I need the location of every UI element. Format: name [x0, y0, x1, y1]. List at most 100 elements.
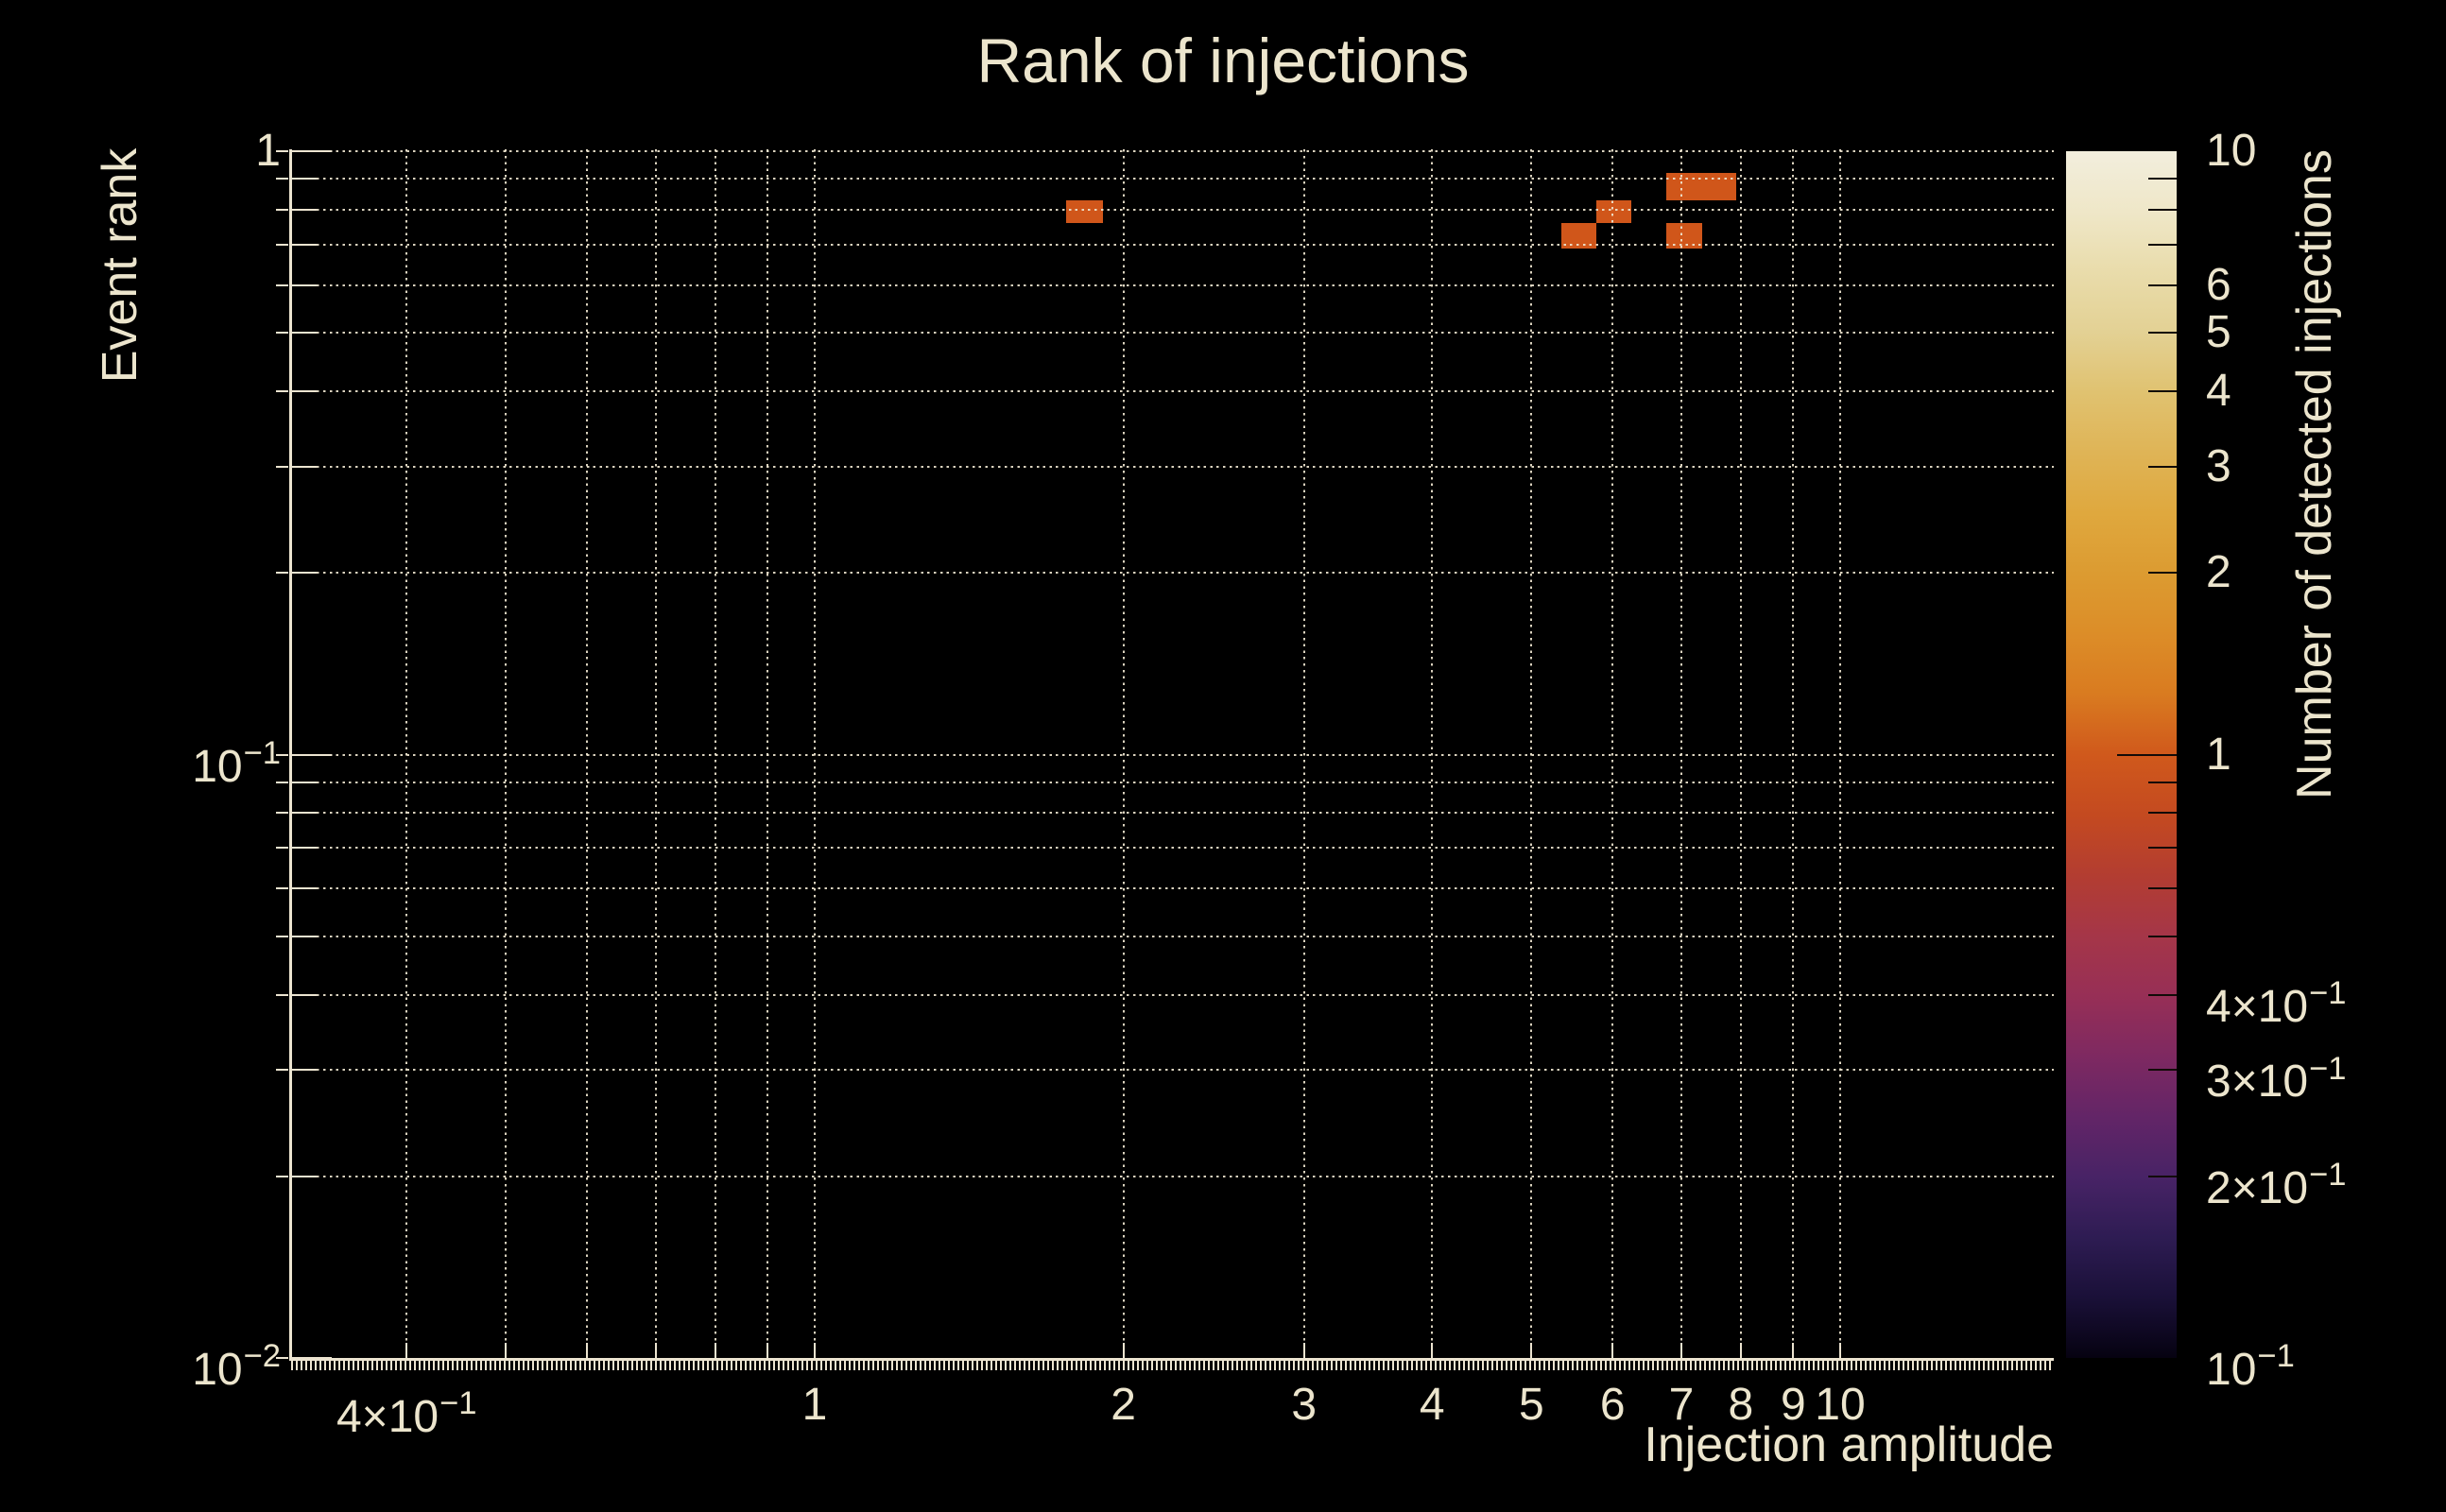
y-tick-mark-outer [276, 243, 288, 246]
gridline-horizontal [291, 781, 2054, 783]
y-tick-mark-outer [276, 178, 288, 180]
heatmap-cell [1666, 173, 1702, 200]
gridline-horizontal [291, 1069, 2054, 1072]
y-tick-mark-outer [276, 332, 288, 335]
x-tick-label: 6 [1599, 1380, 1626, 1430]
y-tick-mark-outer [276, 847, 288, 850]
y-tick-mark-outer [276, 753, 288, 756]
y-tick-mark-outer [276, 781, 288, 783]
colorbar-tick-label: 10−1 [2206, 1338, 2295, 1395]
y-tick-mark [292, 1175, 317, 1177]
colorbar-tick-label: 3×10−1 [2206, 1050, 2347, 1108]
x-tick-mark [1839, 1343, 1841, 1358]
x-tick-label: 10 [1815, 1380, 1866, 1430]
x-axis-label: Injection amplitude [1644, 1418, 2054, 1472]
colorbar-minor-tick [2148, 390, 2177, 393]
y-tick-mark-outer [276, 1357, 288, 1359]
y-tick-mark [292, 887, 317, 890]
x-tick-mark [1739, 1343, 1742, 1358]
gridline-horizontal [291, 753, 2054, 756]
chart-title: Rank of injections [976, 26, 1470, 95]
y-tick-mark [292, 243, 317, 246]
x-tick-label: 1 [801, 1380, 828, 1430]
y-tick-mark [292, 208, 317, 211]
y-tick-mark-outer [276, 284, 288, 286]
colorbar-tick-label: 2 [2206, 547, 2231, 598]
gridline-horizontal [291, 150, 2054, 152]
colorbar-minor-tick [2148, 243, 2177, 246]
x-tick-mark [714, 1343, 716, 1358]
gridline-horizontal [291, 178, 2054, 180]
colorbar-minor-tick [2148, 572, 2177, 575]
x-tick-label: 4 [1419, 1380, 1445, 1430]
colorbar-minor-tick [2148, 465, 2177, 468]
x-tick-label: 8 [1728, 1380, 1754, 1430]
x-tick-mark [1679, 1343, 1682, 1358]
x-tick-label: 4×10−1 [336, 1385, 477, 1442]
y-tick-mark-outer [276, 1069, 288, 1072]
colorbar-minor-tick [2148, 1069, 2177, 1072]
colorbar-tick-label: 4 [2206, 366, 2231, 417]
x-axis-line [289, 1358, 2054, 1361]
gridline-horizontal [291, 847, 2054, 850]
y-tick-mark [292, 781, 317, 783]
x-tick-label: 9 [1780, 1380, 1806, 1430]
gridline-horizontal [291, 887, 2054, 890]
y-tick-mark [292, 332, 317, 335]
y-tick-mark [292, 390, 317, 393]
x-tick-label: 5 [1519, 1380, 1544, 1430]
y-tick-mark-outer [276, 935, 288, 937]
x-tick-label: 3 [1291, 1380, 1318, 1430]
colorbar-minor-tick [2148, 847, 2177, 850]
y-tick-mark-outer [276, 150, 288, 152]
colorbar-tick-label: 6 [2206, 259, 2231, 310]
colorbar-minor-tick [2148, 935, 2177, 937]
gridline-horizontal [291, 390, 2054, 393]
gridline-horizontal [291, 572, 2054, 575]
colorbar-minor-tick [2148, 332, 2177, 335]
x-tick-label: 2 [1111, 1380, 1136, 1430]
y-tick-mark-outer [276, 887, 288, 890]
gridline-horizontal [291, 1175, 2054, 1177]
x-tick-mark [1611, 1343, 1614, 1358]
gridline-horizontal [291, 284, 2054, 286]
colorbar-minor-tick [2148, 781, 2177, 783]
gridline-horizontal [291, 243, 2054, 246]
y-tick-mark-outer [276, 390, 288, 393]
colorbar-minor-tick [2148, 284, 2177, 286]
y-tick-mark [292, 150, 332, 152]
y-tick-mark-outer [276, 1175, 288, 1177]
y-tick-mark-outer [276, 208, 288, 211]
colorbar-minor-tick [2148, 887, 2177, 890]
colorbar-tick-label: 4×10−1 [2206, 974, 2347, 1032]
y-axis-label: Event rank [93, 147, 147, 384]
gridline-horizontal [291, 332, 2054, 335]
y-tick-mark [292, 993, 317, 996]
y-tick-mark [292, 753, 332, 756]
y-tick-label: 1 [255, 126, 281, 176]
y-tick-label: 10−1 [192, 734, 281, 792]
y-tick-mark [292, 935, 317, 937]
y-tick-mark [292, 572, 317, 575]
y-axis-line [289, 149, 292, 1361]
y-tick-mark-outer [276, 812, 288, 815]
x-tick-mark [405, 1343, 408, 1358]
x-tick-mark [767, 1343, 769, 1358]
colorbar-tick-label: 1 [2206, 729, 2231, 780]
colorbar-tick-label: 5 [2206, 307, 2231, 358]
y-tick-mark [292, 812, 317, 815]
x-tick-mark [1302, 1343, 1305, 1358]
y-tick-mark [292, 847, 317, 850]
y-tick-mark-outer [276, 993, 288, 996]
y-tick-label: 10−2 [192, 1338, 281, 1395]
x-tick-mark [1431, 1343, 1434, 1358]
colorbar-tick-label: 3 [2206, 440, 2231, 491]
x-tick-mark [814, 1343, 816, 1358]
x-tick-mark [586, 1343, 589, 1358]
colorbar-major-tick [2117, 753, 2177, 756]
y-tick-mark-outer [276, 572, 288, 575]
heatmap-cell [1066, 199, 1103, 224]
colorbar-minor-tick [2148, 812, 2177, 815]
gridline-horizontal [291, 935, 2054, 937]
